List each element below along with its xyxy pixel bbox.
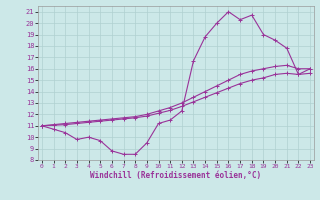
X-axis label: Windchill (Refroidissement éolien,°C): Windchill (Refroidissement éolien,°C): [91, 171, 261, 180]
